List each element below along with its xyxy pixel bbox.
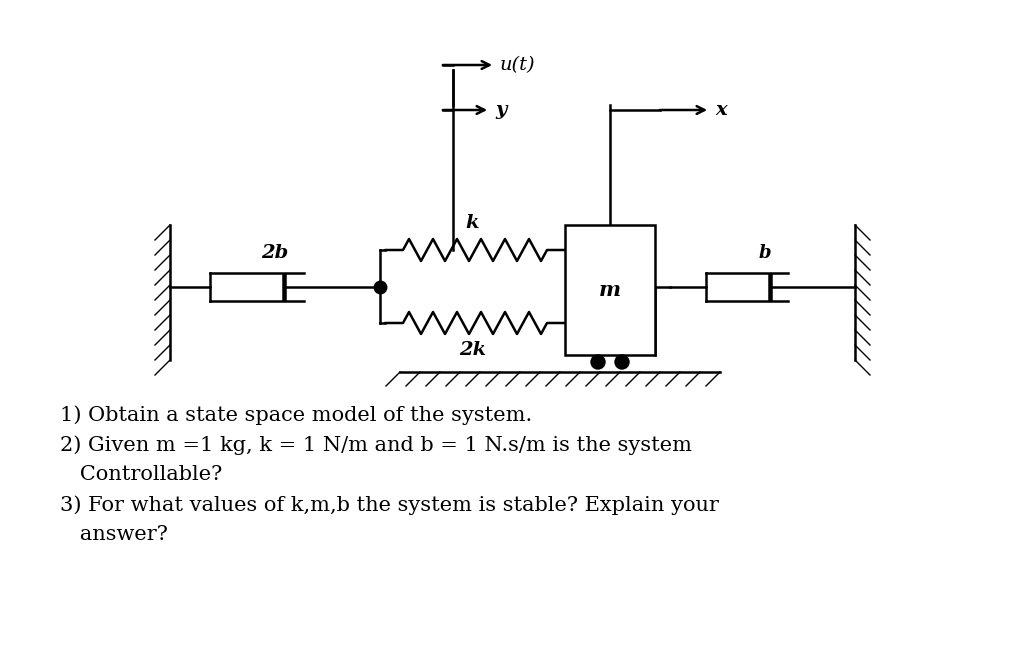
Text: u(t): u(t) (500, 56, 536, 74)
Circle shape (615, 355, 629, 369)
Circle shape (591, 355, 605, 369)
Text: 2k: 2k (459, 341, 486, 359)
Bar (565, 225, 655, 355)
Text: 3) For what values of k,m,b the system is stable? Explain your: 3) For what values of k,m,b the system i… (60, 495, 719, 515)
Text: m: m (599, 280, 621, 300)
Text: k: k (466, 214, 479, 232)
Text: b: b (759, 244, 771, 262)
Text: Controllable?: Controllable? (60, 465, 222, 484)
Text: 2b: 2b (261, 244, 289, 262)
Text: x: x (715, 101, 726, 119)
Text: 1) Obtain a state space model of the system.: 1) Obtain a state space model of the sys… (60, 405, 532, 424)
Text: y: y (495, 101, 506, 119)
Text: answer?: answer? (60, 525, 168, 544)
Text: 2) Given m =1 kg, k = 1 N/m and b = 1 N.s/m is the system: 2) Given m =1 kg, k = 1 N/m and b = 1 N.… (60, 435, 692, 455)
